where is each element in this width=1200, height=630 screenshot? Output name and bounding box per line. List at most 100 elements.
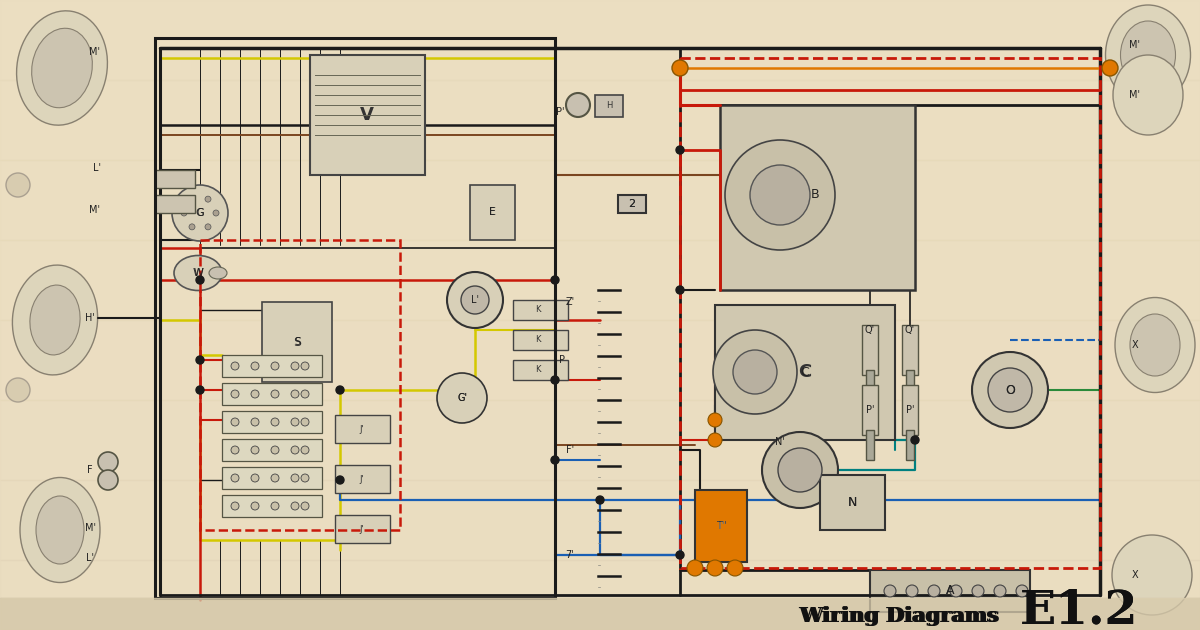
Circle shape bbox=[292, 502, 299, 510]
Ellipse shape bbox=[20, 478, 100, 583]
Circle shape bbox=[994, 585, 1006, 597]
Ellipse shape bbox=[1130, 314, 1180, 376]
Circle shape bbox=[336, 476, 344, 484]
Circle shape bbox=[196, 356, 204, 364]
Text: K: K bbox=[535, 365, 541, 374]
Circle shape bbox=[98, 470, 118, 490]
Text: W: W bbox=[192, 268, 204, 278]
Circle shape bbox=[292, 446, 299, 454]
Circle shape bbox=[271, 362, 278, 370]
Circle shape bbox=[676, 286, 684, 294]
Circle shape bbox=[446, 272, 503, 328]
Circle shape bbox=[181, 210, 187, 216]
Bar bbox=[720, 105, 916, 290]
Text: A: A bbox=[946, 585, 954, 597]
Circle shape bbox=[713, 330, 797, 414]
Text: P: P bbox=[559, 355, 565, 365]
Circle shape bbox=[707, 560, 722, 576]
Circle shape bbox=[230, 390, 239, 398]
Circle shape bbox=[1016, 585, 1028, 597]
Text: 7': 7' bbox=[565, 550, 575, 560]
Bar bbox=[0, 160, 1200, 240]
Circle shape bbox=[972, 352, 1048, 428]
Bar bbox=[222, 355, 322, 377]
Text: K: K bbox=[535, 336, 541, 345]
Circle shape bbox=[230, 418, 239, 426]
Circle shape bbox=[437, 373, 487, 423]
Text: W: W bbox=[193, 268, 203, 278]
Text: E: E bbox=[488, 207, 496, 217]
Bar bbox=[222, 495, 322, 517]
Ellipse shape bbox=[209, 267, 227, 279]
Bar bbox=[862, 385, 878, 435]
Text: J': J' bbox=[360, 425, 365, 435]
Circle shape bbox=[708, 433, 722, 447]
Circle shape bbox=[551, 376, 559, 384]
Text: P': P' bbox=[906, 405, 914, 415]
Circle shape bbox=[205, 224, 211, 230]
Ellipse shape bbox=[1121, 21, 1176, 89]
Bar bbox=[820, 475, 886, 530]
Circle shape bbox=[230, 362, 239, 370]
Circle shape bbox=[686, 560, 703, 576]
Circle shape bbox=[251, 474, 259, 482]
Bar bbox=[200, 240, 400, 530]
Circle shape bbox=[190, 224, 194, 230]
Text: Wiring Diagrams: Wiring Diagrams bbox=[800, 606, 1000, 626]
Text: P': P' bbox=[556, 107, 564, 117]
Text: Wiring Diagrams: Wiring Diagrams bbox=[798, 606, 997, 626]
Circle shape bbox=[230, 474, 239, 482]
Text: S: S bbox=[293, 336, 301, 348]
Bar bbox=[222, 467, 322, 489]
Text: M': M' bbox=[1129, 40, 1140, 50]
Bar bbox=[870, 570, 1030, 612]
Circle shape bbox=[301, 418, 310, 426]
Bar bbox=[514, 300, 568, 320]
Circle shape bbox=[271, 502, 278, 510]
Circle shape bbox=[972, 585, 984, 597]
Circle shape bbox=[301, 474, 310, 482]
Circle shape bbox=[708, 413, 722, 427]
Bar bbox=[0, 240, 1200, 320]
Bar bbox=[335, 415, 390, 443]
Bar bbox=[470, 185, 515, 240]
Circle shape bbox=[884, 585, 896, 597]
Text: J': J' bbox=[360, 525, 365, 534]
Text: T'': T'' bbox=[715, 521, 726, 531]
Bar bbox=[0, 0, 1200, 80]
Circle shape bbox=[778, 448, 822, 492]
Bar bbox=[335, 465, 390, 493]
Text: L': L' bbox=[86, 553, 94, 563]
Bar bbox=[222, 383, 322, 405]
Circle shape bbox=[230, 502, 239, 510]
Text: G': G' bbox=[457, 393, 467, 403]
Text: V: V bbox=[360, 106, 374, 124]
Ellipse shape bbox=[12, 265, 97, 375]
Bar bbox=[618, 195, 646, 213]
Text: B: B bbox=[808, 185, 822, 205]
Bar bbox=[902, 325, 918, 375]
Circle shape bbox=[292, 362, 299, 370]
Bar bbox=[0, 560, 1200, 630]
Text: X: X bbox=[1132, 340, 1139, 350]
Text: A: A bbox=[946, 585, 954, 597]
Text: Q': Q' bbox=[865, 325, 875, 335]
Text: N: N bbox=[847, 496, 857, 508]
Text: O: O bbox=[1006, 384, 1015, 396]
Circle shape bbox=[292, 418, 299, 426]
Circle shape bbox=[950, 585, 962, 597]
Bar bbox=[514, 330, 568, 350]
Circle shape bbox=[251, 446, 259, 454]
Text: O: O bbox=[1006, 384, 1015, 396]
Circle shape bbox=[596, 496, 604, 504]
Circle shape bbox=[271, 474, 278, 482]
Circle shape bbox=[750, 165, 810, 225]
Text: G: G bbox=[196, 208, 204, 218]
Circle shape bbox=[271, 418, 278, 426]
Circle shape bbox=[301, 502, 310, 510]
Circle shape bbox=[271, 390, 278, 398]
Text: K: K bbox=[535, 306, 541, 314]
Text: M': M' bbox=[84, 523, 96, 533]
Text: 2: 2 bbox=[629, 199, 636, 209]
Circle shape bbox=[230, 446, 239, 454]
